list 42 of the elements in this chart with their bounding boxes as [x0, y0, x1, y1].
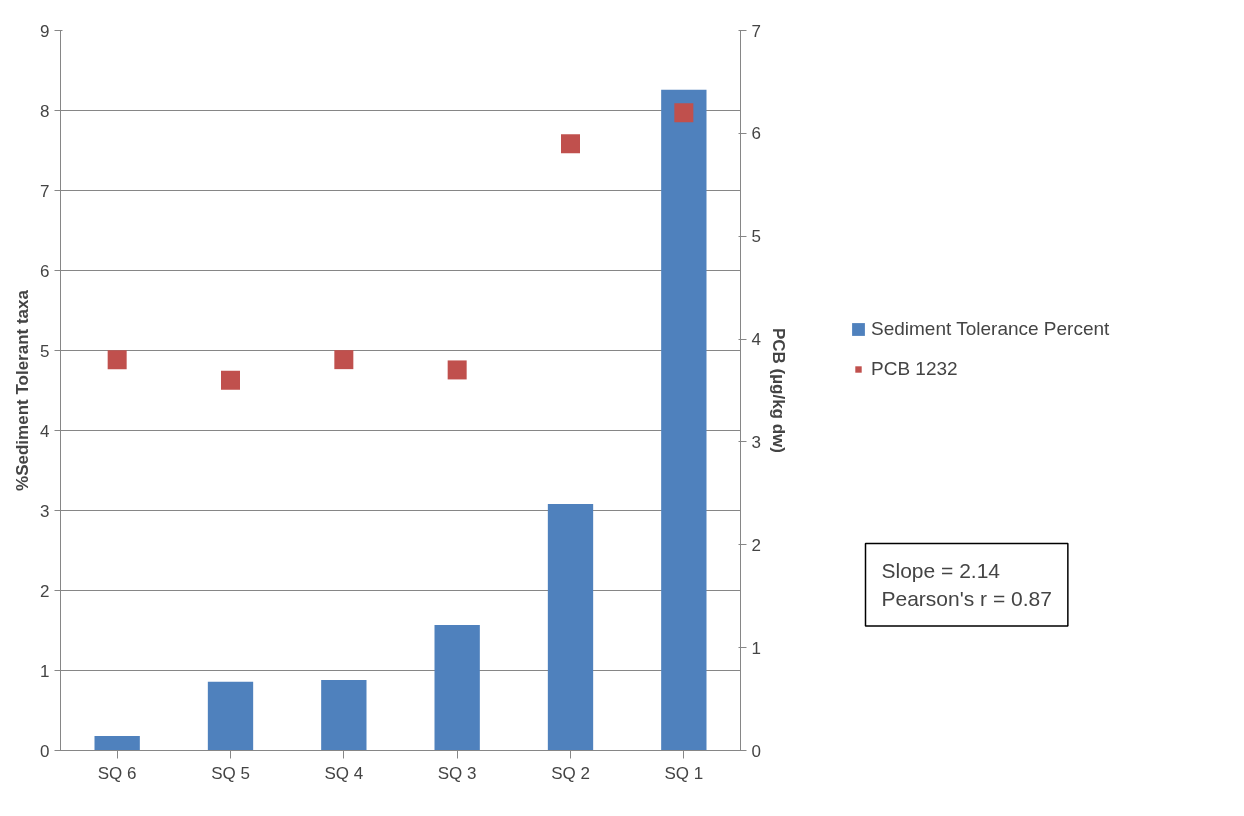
x-tick-label: SQ 3 [437, 763, 477, 783]
y-tick-label: 0 [40, 741, 50, 761]
y2-axis-title: PCB (µg/kg dw) [768, 328, 788, 454]
bar [434, 624, 480, 751]
y2-tick-label: 5 [751, 227, 761, 247]
text: Pearson's r = 0.87 [881, 587, 1052, 611]
point [561, 134, 580, 154]
y2-tick-label: 0 [751, 741, 761, 761]
bar [321, 680, 367, 751]
y-tick-label: 7 [40, 181, 50, 201]
x-tick-label: SQ 6 [97, 763, 137, 783]
y-tick-label: 2 [40, 581, 50, 601]
y2-tick-label: 1 [751, 638, 761, 658]
x-tick-label: SQ 4 [324, 763, 364, 783]
x-tick-label: SQ 1 [664, 763, 704, 783]
y2-tick-label: 3 [751, 432, 761, 452]
point [334, 350, 354, 370]
point [107, 350, 127, 370]
y-tick-label: 5 [40, 341, 50, 361]
y-tick-label: 1 [40, 661, 50, 681]
y-tick-label: 3 [40, 501, 50, 521]
y-tick-label: 9 [40, 21, 50, 41]
bar [94, 736, 140, 751]
point [447, 360, 467, 380]
bar [547, 504, 594, 751]
y-tick-label: 8 [40, 101, 50, 121]
y-axis-title: %Sediment Tolerant taxa [13, 289, 33, 491]
point [221, 370, 240, 390]
y-tick-label: 4 [40, 421, 50, 441]
text: Slope = 2.14 [881, 559, 1001, 583]
legend-label: Sediment Tolerance Percent [871, 318, 1110, 340]
y2-tick-label: 6 [751, 124, 761, 144]
legend-label: PCB 1232 [871, 358, 958, 380]
y2-tick-label: 2 [751, 535, 761, 555]
y-tick-label: 6 [40, 261, 50, 281]
x-tick-label: SQ 5 [211, 763, 250, 783]
bar [207, 681, 254, 751]
y2-tick-label: 4 [751, 330, 761, 350]
x-tick-label: SQ 2 [551, 763, 590, 783]
bar [661, 89, 707, 751]
point [674, 103, 694, 123]
y2-tick-label: 7 [751, 21, 761, 41]
